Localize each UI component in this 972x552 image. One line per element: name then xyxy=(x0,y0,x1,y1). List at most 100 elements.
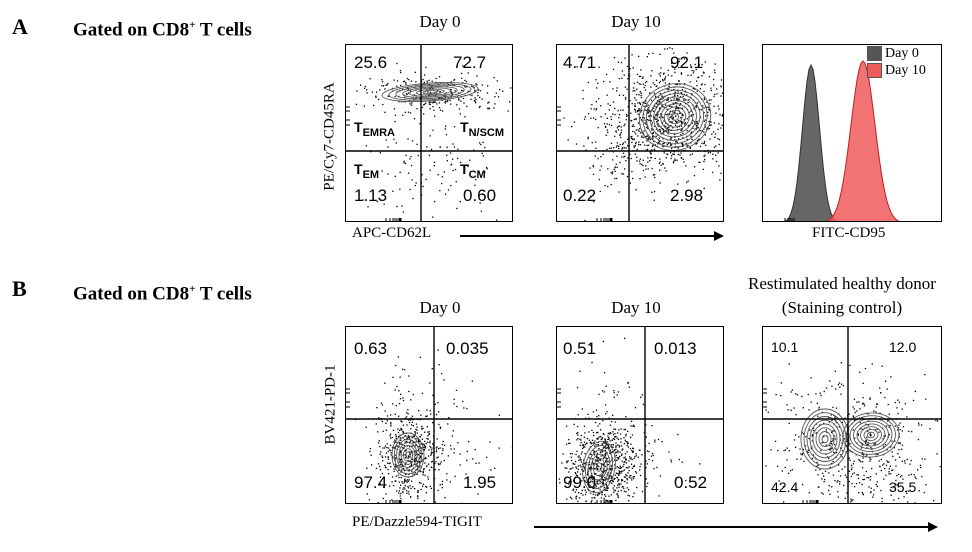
event-dot xyxy=(681,461,683,463)
event-dot xyxy=(409,112,412,114)
event-dot xyxy=(394,413,396,415)
event-dot xyxy=(413,442,415,444)
event-dot xyxy=(649,160,651,162)
event-dot xyxy=(414,71,416,73)
density-contour xyxy=(584,445,614,489)
event-dot xyxy=(409,90,412,92)
event-dot xyxy=(869,435,872,437)
event-dot xyxy=(584,493,587,496)
event-dot xyxy=(894,487,896,489)
event-dot xyxy=(617,479,620,481)
event-dot xyxy=(662,97,665,99)
event-dot xyxy=(853,419,856,421)
event-dot xyxy=(875,473,877,475)
event-dot xyxy=(600,429,602,431)
event-dot xyxy=(606,94,608,96)
event-dot xyxy=(439,426,442,428)
event-dot xyxy=(676,94,679,97)
event-dot xyxy=(681,88,684,91)
event-dot xyxy=(597,82,599,84)
event-dot xyxy=(624,337,626,339)
event-dot xyxy=(604,125,607,128)
event-dot xyxy=(429,485,431,487)
event-dot xyxy=(588,417,590,419)
event-dot xyxy=(582,444,584,447)
event-dot xyxy=(659,182,661,184)
event-dot xyxy=(484,171,486,173)
event-dot xyxy=(662,128,664,130)
event-dot xyxy=(720,172,722,174)
event-dot xyxy=(675,107,677,109)
event-dot xyxy=(634,90,636,92)
density-contour xyxy=(422,90,438,94)
event-dot xyxy=(696,122,698,125)
event-dot xyxy=(641,109,643,111)
event-dot xyxy=(852,416,855,418)
event-dot xyxy=(589,467,591,469)
event-dot xyxy=(632,466,635,468)
event-dot xyxy=(627,106,629,108)
event-dot xyxy=(653,107,655,109)
plot-b1-title: Day 0 xyxy=(419,298,461,317)
event-dot xyxy=(399,459,401,461)
event-dot xyxy=(690,115,692,117)
event-dot xyxy=(596,483,599,485)
event-dot xyxy=(611,479,613,481)
event-dot xyxy=(665,157,667,159)
event-dot xyxy=(883,478,885,480)
event-dot xyxy=(619,121,621,123)
event-dot xyxy=(579,457,581,459)
event-dot xyxy=(657,125,659,127)
event-dot xyxy=(586,473,589,475)
event-dot xyxy=(658,129,661,131)
event-dot xyxy=(799,448,801,450)
event-dot xyxy=(713,122,716,124)
event-dot xyxy=(413,94,416,96)
event-dot xyxy=(388,473,390,475)
event-dot xyxy=(581,447,584,450)
event-dot xyxy=(659,75,661,77)
event-dot xyxy=(618,486,620,488)
event-dot xyxy=(364,85,366,88)
event-dot xyxy=(654,441,656,443)
event-dot xyxy=(890,376,892,378)
event-dot xyxy=(597,425,599,427)
plot-a1-title: Day 0 xyxy=(419,12,461,31)
event-dot xyxy=(662,132,664,134)
event-dot xyxy=(601,494,603,496)
event-dot xyxy=(428,101,430,103)
event-dot xyxy=(653,191,656,193)
event-dot xyxy=(629,448,632,450)
event-dot xyxy=(661,106,663,108)
event-dot xyxy=(618,470,620,472)
event-dot xyxy=(614,421,616,423)
event-dot xyxy=(446,154,448,156)
event-dot xyxy=(404,111,407,113)
event-dot xyxy=(387,458,390,460)
event-dot xyxy=(412,393,414,396)
event-dot xyxy=(778,480,780,482)
density-contour xyxy=(396,438,420,472)
event-dot xyxy=(636,486,638,489)
event-dot xyxy=(432,394,434,396)
event-dot xyxy=(404,480,406,482)
event-dot xyxy=(703,160,705,163)
event-dot xyxy=(864,367,867,370)
density-contour xyxy=(860,426,882,444)
event-dot xyxy=(632,130,634,133)
event-dot xyxy=(599,468,602,470)
event-dot xyxy=(659,93,661,95)
event-dot xyxy=(865,470,867,473)
event-dot xyxy=(406,468,408,470)
event-dot xyxy=(583,118,586,120)
event-dot xyxy=(379,152,381,154)
event-dot xyxy=(650,115,653,117)
event-dot xyxy=(450,103,452,105)
event-dot xyxy=(400,443,402,445)
event-dot xyxy=(429,410,431,412)
event-dot xyxy=(605,483,607,485)
event-dot xyxy=(676,159,678,161)
event-dot xyxy=(624,456,626,458)
event-dot xyxy=(690,132,692,134)
event-dot xyxy=(616,87,618,89)
